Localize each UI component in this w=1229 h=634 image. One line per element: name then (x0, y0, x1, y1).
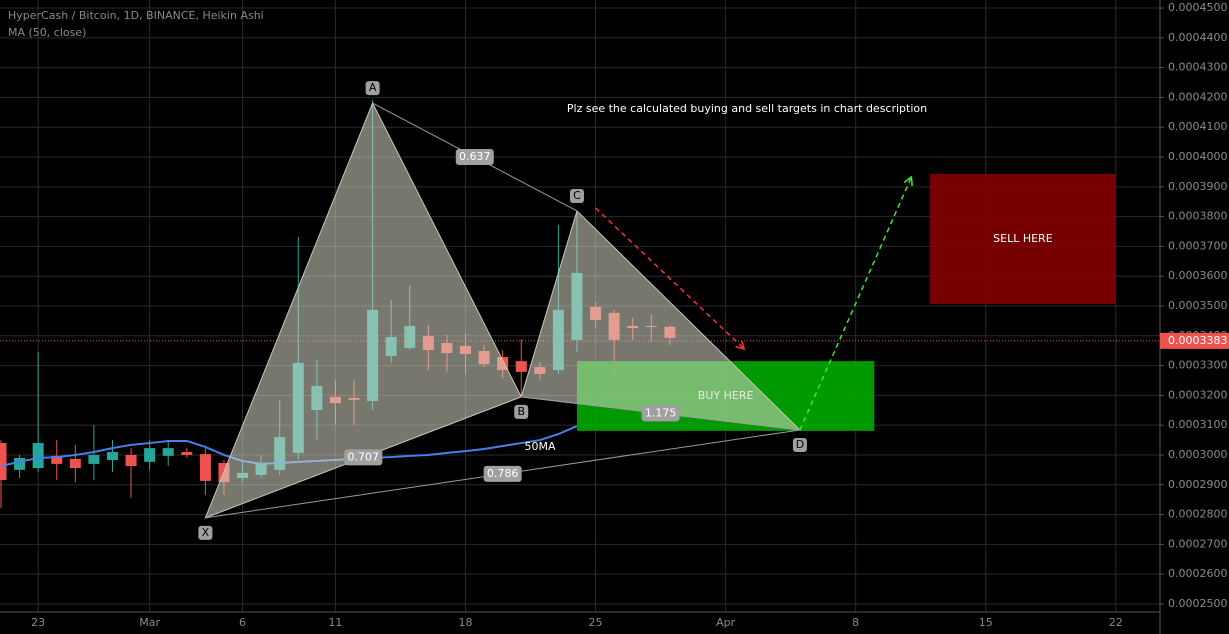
candle-body (32, 443, 44, 469)
y-tick-label: 0.0003100 (1168, 418, 1228, 431)
y-tick-label: 0.0003800 (1168, 210, 1228, 223)
x-tick-label: 23 (31, 616, 45, 629)
arrow-head (735, 340, 746, 350)
y-tick-label: 0.0003500 (1168, 299, 1228, 312)
note: Plz see the calculated buying and sell t… (567, 102, 927, 115)
y-tick-label: 0.0002500 (1168, 597, 1228, 610)
point-label: D (796, 438, 804, 451)
ratio-label: 0.707 (348, 450, 380, 463)
candle-body (0, 443, 7, 481)
ratio-label: 0.786 (487, 467, 519, 480)
ratio-label: 0.637 (459, 150, 491, 163)
ratio-badge (344, 449, 383, 466)
y-tick-label: 0.0003000 (1168, 448, 1228, 461)
candle-body (199, 454, 211, 481)
y-tick-label: 0.0004200 (1168, 90, 1228, 103)
ma-label: 50MA (524, 440, 555, 453)
x-tick-label: 22 (1109, 616, 1123, 629)
candle-body (106, 451, 118, 461)
candle-body (125, 454, 137, 467)
candle-body (515, 361, 527, 372)
y-tick-label: 0.0004100 (1168, 120, 1228, 133)
x-tick-label: Mar (139, 616, 160, 629)
chart-title: HyperCash / Bitcoin, 1D, BINANCE, Heikin… (8, 9, 264, 22)
candle-body (88, 454, 100, 464)
x-tick-label: 6 (239, 616, 246, 629)
candle-body (181, 451, 193, 455)
last-price-box (1160, 332, 1229, 349)
y-tick-label: 0.0002600 (1168, 567, 1228, 580)
y-tick-label: 0.0004500 (1168, 1, 1228, 14)
sell-zone-label: SELL HERE (993, 232, 1053, 245)
point-badge (365, 81, 380, 96)
last-price-label: 0.0003383 (1168, 334, 1228, 347)
candle-body (69, 458, 81, 469)
point-label: X (202, 526, 210, 539)
candle-body (162, 448, 174, 456)
x-tick-label: 11 (328, 616, 342, 629)
point-label: A (369, 81, 377, 94)
y-tick-label: 0.0004300 (1168, 61, 1228, 74)
y-tick-label: 0.0002800 (1168, 508, 1228, 521)
ratio-badge (483, 465, 522, 482)
y-tick-label: 0.0003600 (1168, 269, 1228, 282)
y-tick-label: 0.0003700 (1168, 239, 1228, 252)
point-badge (792, 437, 807, 452)
x-tick-label: 8 (852, 616, 859, 629)
point-badge (569, 188, 584, 203)
y-tick-label: 0.0002900 (1168, 478, 1228, 491)
point-badge (198, 525, 213, 540)
y-tick-label: 0.0004400 (1168, 31, 1228, 44)
y-tick-label: 0.0003300 (1168, 359, 1228, 372)
x-tick-label: 25 (589, 616, 603, 629)
projection-arrow (799, 176, 913, 431)
candle-body (51, 455, 63, 464)
arrow-head (903, 175, 913, 187)
projection-arrow (595, 207, 745, 350)
point-label: B (517, 405, 525, 418)
indicator-legend: MA (50, close) (8, 26, 86, 39)
point-badge (514, 404, 529, 419)
x-tick-label: Apr (716, 616, 736, 629)
candle-body (14, 457, 26, 470)
candle-body (144, 448, 156, 462)
ratio-badge (641, 405, 680, 422)
y-tick-label: 0.0003200 (1168, 388, 1228, 401)
ratio-label: 1.175 (645, 406, 677, 419)
point-label: C (573, 189, 581, 202)
y-tick-label: 0.0003900 (1168, 180, 1228, 193)
ratio-badge (455, 149, 494, 166)
x-tick-label: 18 (459, 616, 473, 629)
y-tick-label: 0.0004000 (1168, 150, 1228, 163)
sell-zone (930, 174, 1116, 304)
x-tick-label: 15 (979, 616, 993, 629)
y-tick-label: 0.0002700 (1168, 537, 1228, 550)
